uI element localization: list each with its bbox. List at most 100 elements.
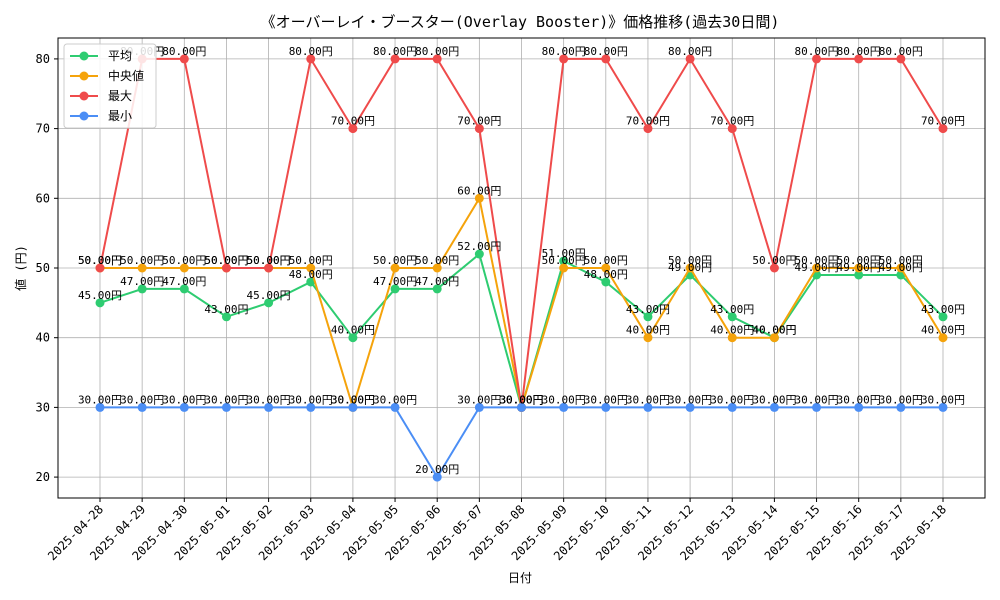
data-label: 48.00円	[289, 268, 333, 281]
data-point	[432, 284, 442, 294]
data-point	[179, 284, 189, 294]
data-label: 30.00円	[78, 393, 122, 406]
data-label: 30.00円	[289, 393, 333, 406]
data-point	[769, 402, 779, 412]
chart-title: 《オーバーレイ・ブースター(Overlay Booster)》価格推移(過去30…	[261, 13, 780, 31]
data-point	[137, 402, 147, 412]
data-label: 49.00円	[668, 261, 712, 274]
data-label: 80.00円	[373, 45, 417, 58]
data-point	[938, 333, 948, 343]
legend-label: 最大	[108, 89, 132, 103]
data-point	[896, 263, 906, 273]
y-tick-label: 40	[36, 331, 50, 345]
data-point	[854, 54, 864, 64]
data-point	[896, 54, 906, 64]
data-label: 50.00円	[752, 254, 796, 267]
data-label: 80.00円	[584, 45, 628, 58]
data-label: 50.00円	[120, 254, 164, 267]
data-label: 30.00円	[752, 393, 796, 406]
data-point	[643, 333, 653, 343]
data-label: 30.00円	[584, 393, 628, 406]
data-point	[769, 333, 779, 343]
data-label: 47.00円	[162, 275, 206, 288]
data-point	[685, 54, 695, 64]
data-label: 30.00円	[499, 393, 543, 406]
data-label: 30.00円	[499, 393, 543, 406]
data-point	[643, 402, 653, 412]
data-point	[727, 402, 737, 412]
data-point	[812, 402, 822, 412]
data-label: 70.00円	[626, 115, 670, 128]
data-point	[643, 124, 653, 134]
data-point	[601, 402, 611, 412]
data-point	[95, 402, 105, 412]
data-point	[221, 263, 231, 273]
data-label: 80.00円	[289, 45, 333, 58]
data-point	[854, 270, 864, 280]
data-point	[390, 263, 400, 273]
data-point	[137, 263, 147, 273]
y-tick-label: 70	[36, 122, 50, 136]
data-label: 50.00円	[78, 254, 122, 267]
data-label: 60.00円	[457, 184, 501, 197]
data-point	[517, 402, 526, 412]
data-label: 50.00円	[247, 254, 291, 267]
data-label: 30.00円	[457, 393, 501, 406]
data-label: 50.00円	[837, 254, 881, 267]
data-label: 30.00円	[499, 393, 543, 406]
data-label: 52.00円	[457, 240, 501, 253]
data-label: 30.00円	[120, 393, 164, 406]
x-axis-ticks: 2025-04-282025-04-292025-04-302025-05-01…	[45, 498, 949, 563]
data-point	[854, 402, 864, 412]
data-point	[938, 402, 948, 412]
data-label: 30.00円	[373, 393, 417, 406]
data-label: 80.00円	[668, 45, 712, 58]
data-label: 30.00円	[331, 393, 375, 406]
data-label: 49.00円	[879, 261, 923, 274]
data-point	[559, 54, 569, 64]
data-label: 47.00円	[373, 275, 417, 288]
legend-marker	[79, 51, 89, 61]
data-label: 50.00円	[879, 254, 923, 267]
y-tick-label: 80	[36, 52, 50, 66]
y-tick-label: 60	[36, 191, 50, 205]
legend-label: 平均	[108, 49, 132, 63]
y-tick-label: 50	[36, 261, 50, 275]
data-point	[221, 312, 231, 322]
legend-marker	[79, 71, 89, 81]
data-point	[938, 124, 948, 134]
data-label: 30.00円	[710, 393, 754, 406]
data-label: 50.00円	[204, 254, 248, 267]
data-label: 50.00円	[162, 254, 206, 267]
data-point	[474, 249, 484, 259]
data-point	[348, 124, 358, 134]
y-axis-ticks: 20 30 40 50 60 70 80	[36, 52, 58, 484]
legend-marker	[79, 111, 89, 121]
data-label: 40.00円	[710, 324, 754, 337]
data-point	[95, 263, 105, 273]
data-label: 30.00円	[499, 393, 543, 406]
data-label: 45.00円	[247, 289, 291, 302]
data-point	[306, 54, 316, 64]
data-point	[137, 284, 147, 294]
legend-marker	[79, 91, 89, 101]
data-label: 80.00円	[837, 45, 881, 58]
data-point	[685, 263, 695, 273]
data-label: 30.00円	[626, 393, 670, 406]
data-label: 51.00円	[542, 247, 586, 260]
data-label: 47.00円	[120, 275, 164, 288]
data-point	[812, 263, 822, 273]
data-point	[432, 263, 442, 273]
data-label: 30.00円	[162, 393, 206, 406]
data-label: 50.00円	[373, 254, 417, 267]
data-point	[179, 263, 189, 273]
data-point	[474, 124, 484, 134]
legend-label: 最小	[108, 109, 132, 123]
data-point	[559, 402, 569, 412]
data-label: 30.00円	[879, 393, 923, 406]
data-label: 43.00円	[626, 303, 670, 316]
data-label: 70.00円	[710, 115, 754, 128]
data-point	[306, 277, 316, 287]
data-point	[390, 284, 400, 294]
